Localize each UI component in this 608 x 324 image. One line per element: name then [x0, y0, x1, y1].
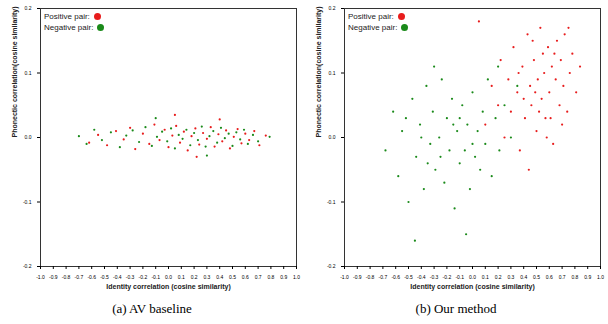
svg-text:0.6: 0.6 [242, 274, 249, 280]
svg-text:Identity correlation (cosine s: Identity correlation (cosine similarity) [106, 283, 230, 291]
svg-text:0.2: 0.2 [495, 274, 502, 280]
svg-text:0.2: 0.2 [191, 274, 198, 280]
svg-text:0.9: 0.9 [584, 274, 591, 280]
svg-text:0.2: 0.2 [329, 5, 336, 11]
svg-text:-0.4: -0.4 [417, 274, 426, 280]
svg-text:-0.7: -0.7 [75, 274, 84, 280]
html-text:(a) AV baseline: (a) AV baseline [112, 301, 192, 316]
html-text:Negative pair:: Negative pair: [348, 23, 398, 32]
svg-text:0.5: 0.5 [229, 274, 236, 280]
svg-text:0.6: 0.6 [546, 274, 553, 280]
svg-text:0.4: 0.4 [520, 274, 527, 280]
svg-text:-0.4: -0.4 [113, 274, 122, 280]
svg-text:-0.2: -0.2 [327, 263, 336, 269]
svg-text:0.7: 0.7 [255, 274, 262, 280]
svg-text:-0.9: -0.9 [49, 274, 58, 280]
svg-text:0.3: 0.3 [507, 274, 514, 280]
svg-text:0.5: 0.5 [533, 274, 540, 280]
svg-text:Phonectic correlation(cosine s: Phonectic correlation(cosine similarity) [315, 6, 323, 137]
svg-text:-0.1: -0.1 [455, 274, 464, 280]
svg-text:-0.1: -0.1 [151, 274, 160, 280]
svg-text:0.1: 0.1 [482, 274, 489, 280]
html-text:(b) Our method: (b) Our method [415, 301, 497, 316]
svg-text:-0.7: -0.7 [379, 274, 388, 280]
svg-text:-0.2: -0.2 [443, 274, 452, 280]
svg-text:1.0: 1.0 [597, 274, 604, 280]
svg-text:0.8: 0.8 [571, 274, 578, 280]
html-text:Negative pair:: Negative pair: [44, 23, 94, 32]
svg-text:-0.5: -0.5 [100, 274, 109, 280]
html-text:Positive pair:: Positive pair: [348, 12, 394, 21]
svg-text:1.0: 1.0 [293, 274, 300, 280]
svg-text:0.2: 0.2 [25, 5, 32, 11]
svg-text:-0.8: -0.8 [366, 274, 375, 280]
svg-text:0.0: 0.0 [165, 274, 172, 280]
svg-text:Identity correlation (cosine s: Identity correlation (cosine similarity) [410, 283, 534, 291]
svg-text:-0.3: -0.3 [126, 274, 135, 280]
svg-text:-1.0: -1.0 [36, 274, 45, 280]
svg-text:0.1: 0.1 [25, 70, 32, 76]
svg-text:0.8: 0.8 [267, 274, 274, 280]
svg-text:-0.6: -0.6 [87, 274, 96, 280]
svg-text:-0.9: -0.9 [353, 274, 362, 280]
svg-text:0.9: 0.9 [280, 274, 287, 280]
svg-text:0.0: 0.0 [25, 134, 32, 140]
svg-text:-0.6: -0.6 [391, 274, 400, 280]
svg-text:Phonectic correlation(cosine s: Phonectic correlation(cosine similarity) [11, 6, 19, 137]
html-text:Positive pair:: Positive pair: [44, 12, 90, 21]
svg-text:0.0: 0.0 [329, 134, 336, 140]
svg-text:-1.0: -1.0 [340, 274, 349, 280]
svg-text:-0.3: -0.3 [430, 274, 439, 280]
svg-text:-0.2: -0.2 [139, 274, 148, 280]
svg-text:-0.1: -0.1 [327, 199, 336, 205]
svg-text:-0.8: -0.8 [62, 274, 71, 280]
svg-text:0.1: 0.1 [329, 70, 336, 76]
svg-text:-0.5: -0.5 [404, 274, 413, 280]
svg-text:-0.2: -0.2 [23, 263, 32, 269]
svg-text:-0.1: -0.1 [23, 199, 32, 205]
svg-text:0.7: 0.7 [559, 274, 566, 280]
svg-text:0.1: 0.1 [178, 274, 185, 280]
svg-text:0.0: 0.0 [469, 274, 476, 280]
svg-text:0.3: 0.3 [203, 274, 210, 280]
svg-text:0.4: 0.4 [216, 274, 223, 280]
